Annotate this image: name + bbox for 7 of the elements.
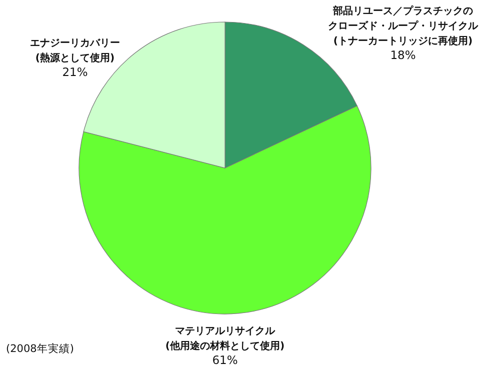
text: (2008年実績) xyxy=(6,342,74,355)
slice-label: 部品リユース／プラスチックのクローズド・ループ・リサイクル(トナーカートリッジに再使用) xyxy=(328,5,479,47)
data-label: 18% xyxy=(390,48,416,62)
slice-label: エナジーリカバリー(熱源として使用) xyxy=(30,38,120,64)
data-label: 21% xyxy=(62,65,88,79)
slice-label: マテリアルリサイクル(他用途の材料として使用) xyxy=(165,326,285,352)
data-label: 61% xyxy=(212,353,238,367)
